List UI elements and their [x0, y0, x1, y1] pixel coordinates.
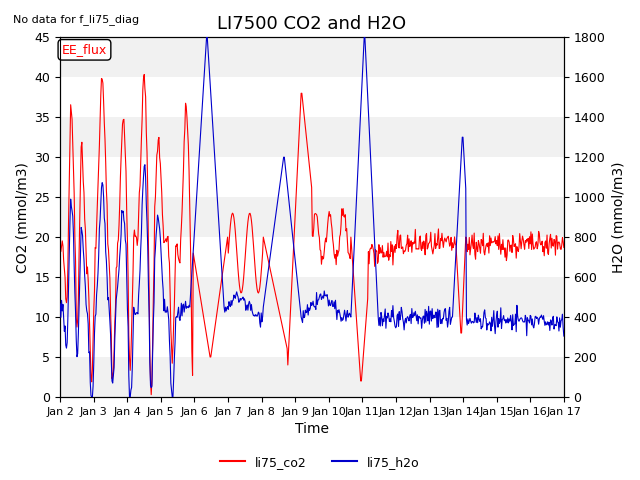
Y-axis label: H2O (mmol/m3): H2O (mmol/m3) — [611, 161, 625, 273]
Text: No data for f_li75_diag: No data for f_li75_diag — [13, 14, 139, 25]
Bar — [60, 197, 564, 237]
Bar — [60, 277, 564, 317]
Legend: li75_co2, li75_h2o: li75_co2, li75_h2o — [215, 451, 425, 474]
Y-axis label: CO2 (mmol/m3): CO2 (mmol/m3) — [15, 162, 29, 273]
X-axis label: Time: Time — [295, 422, 329, 436]
Bar — [60, 37, 564, 77]
Bar — [60, 357, 564, 397]
Text: EE_flux: EE_flux — [62, 43, 107, 56]
Bar — [60, 117, 564, 157]
Title: LI7500 CO2 and H2O: LI7500 CO2 and H2O — [218, 15, 406, 33]
